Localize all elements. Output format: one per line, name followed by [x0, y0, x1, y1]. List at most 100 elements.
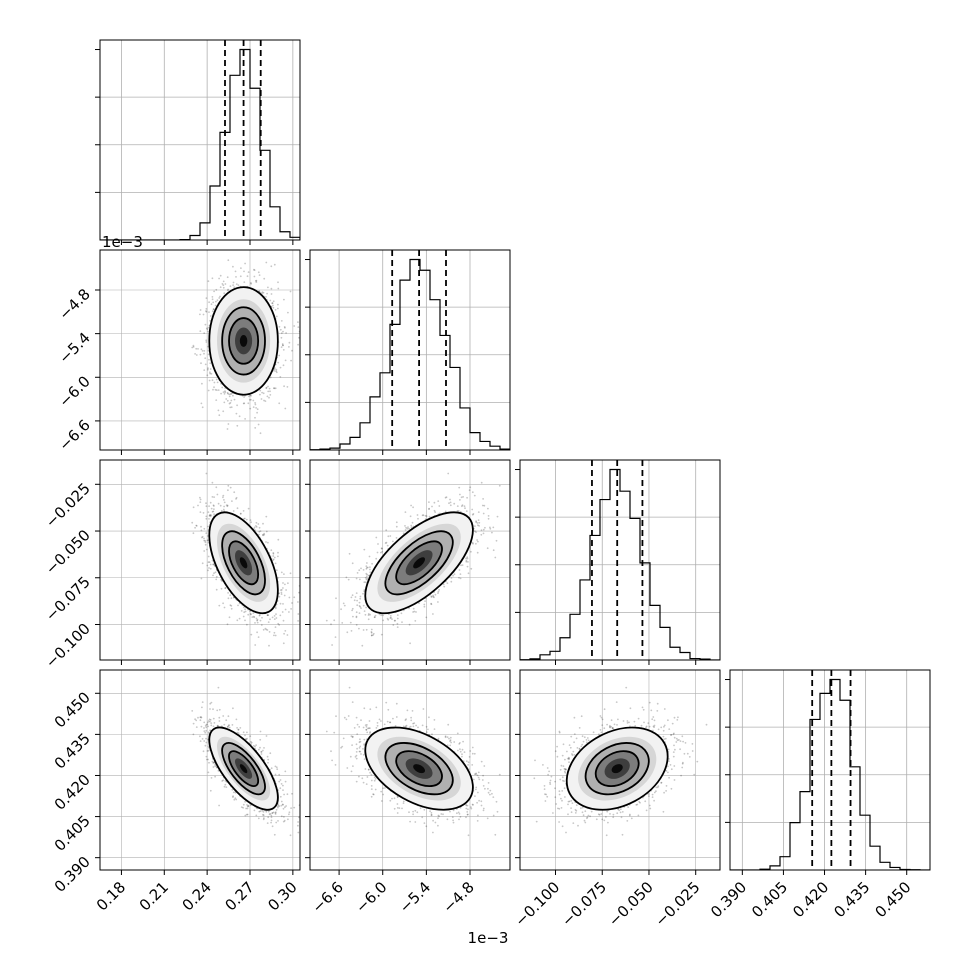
scatter-point	[363, 548, 366, 551]
scatter-point	[213, 308, 215, 311]
scatter-point	[380, 551, 382, 554]
scatter-point	[243, 402, 246, 405]
scatter-point	[222, 410, 225, 413]
scatter-point	[255, 525, 257, 527]
scatter-point	[199, 498, 202, 501]
scatter-point	[389, 535, 392, 537]
scatter-point	[192, 346, 195, 348]
scatter-point	[369, 613, 371, 616]
scatter-point	[213, 572, 215, 575]
scatter-point	[358, 569, 361, 572]
scatter-point	[200, 362, 202, 365]
scatter-point	[203, 369, 206, 371]
scatter-point	[201, 535, 204, 538]
scatter-point	[277, 303, 279, 306]
scatter-point	[215, 399, 218, 401]
scatter-point	[298, 591, 300, 594]
scatter-point	[352, 615, 354, 618]
scatter-point	[256, 618, 259, 621]
scatter-point	[204, 357, 207, 360]
scatter-point	[208, 301, 211, 304]
scatter-point	[244, 517, 246, 520]
scatter-point	[235, 412, 238, 415]
scatter-point	[425, 616, 428, 619]
scatter-point	[230, 406, 233, 409]
scatter-point	[244, 608, 247, 611]
scatter-point	[214, 571, 217, 574]
scatter-point	[239, 275, 242, 278]
scatter-point	[263, 277, 266, 280]
scatter-point	[449, 504, 452, 507]
scatter-point	[206, 374, 209, 377]
scatter-point	[247, 613, 250, 616]
scatter-point	[215, 486, 218, 489]
scatter-point	[202, 313, 205, 316]
scatter-point	[273, 618, 276, 620]
scatter-point	[273, 263, 276, 266]
scatter-point	[459, 493, 461, 496]
scatter-point	[215, 389, 218, 391]
scatter-point	[209, 514, 211, 517]
histogram-step-line	[310, 258, 510, 450]
scatter-point	[272, 306, 275, 309]
scatter-point	[273, 370, 275, 372]
scatter-point	[280, 591, 283, 594]
scatter-point	[277, 622, 280, 625]
scatter-point	[259, 389, 262, 392]
scatter-point	[218, 297, 221, 299]
scatter-point	[207, 330, 210, 333]
scatter-point	[229, 594, 232, 597]
scatter-point	[272, 552, 275, 554]
scatter-point	[255, 521, 258, 524]
scatter-point	[224, 587, 227, 589]
scatter-point	[254, 402, 256, 404]
scatter-point	[408, 623, 411, 626]
scatter-point	[282, 344, 284, 347]
scatter-point	[249, 407, 252, 410]
scatter-point	[267, 385, 269, 388]
scatter-point	[287, 582, 289, 585]
scatter-point	[277, 361, 280, 364]
scatter-point	[206, 564, 209, 567]
scatter-point	[355, 577, 358, 580]
scatter-point	[289, 290, 292, 293]
scatter-point	[395, 521, 398, 524]
scatter-point	[267, 390, 270, 393]
scatter-point	[272, 558, 275, 561]
scatter-point	[428, 501, 430, 503]
scatter-point	[362, 569, 365, 571]
scatter-point	[238, 415, 241, 418]
scatter-point	[242, 510, 245, 512]
scatter-point	[280, 571, 283, 574]
histogram-panel-1	[305, 249, 511, 455]
scatter-point	[201, 562, 204, 565]
scatter-point	[242, 402, 245, 405]
scatter-point	[211, 298, 214, 301]
scatter-point	[360, 607, 362, 609]
scatter-point	[410, 526, 413, 529]
scatter-point	[247, 507, 250, 510]
scatter-point	[223, 501, 226, 504]
scatter-point	[283, 632, 285, 635]
scatter-point	[205, 505, 208, 508]
scatter-point	[373, 616, 376, 619]
scatter-point	[282, 364, 285, 367]
scatter-point	[223, 393, 226, 395]
scatter-point	[245, 518, 248, 521]
scatter-point	[207, 555, 210, 558]
scatter-point	[269, 299, 272, 302]
scatter-point	[356, 599, 358, 602]
scatter-point	[265, 541, 267, 543]
scatter-point	[282, 619, 285, 622]
scatter-point	[269, 394, 272, 396]
scatter-point	[204, 543, 207, 546]
scatter-point	[219, 286, 222, 289]
scatter-point	[437, 590, 440, 593]
scatter-point	[199, 353, 202, 356]
scatter-point	[282, 642, 285, 645]
scatter-point	[259, 613, 261, 616]
scatter-point	[406, 527, 409, 530]
scatter-point	[236, 424, 239, 427]
scatter-point	[229, 486, 232, 489]
scatter-point	[265, 515, 268, 518]
